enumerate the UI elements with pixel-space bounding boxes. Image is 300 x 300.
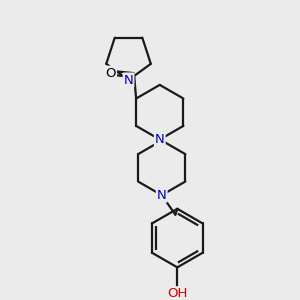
Text: OH: OH [167,287,188,300]
Text: N: N [157,189,166,202]
Text: O: O [106,67,116,80]
Text: N: N [124,74,134,86]
Text: N: N [155,133,165,146]
